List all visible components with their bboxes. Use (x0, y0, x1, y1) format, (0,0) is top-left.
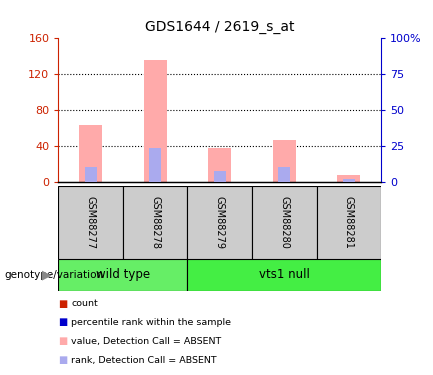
Text: GSM88279: GSM88279 (215, 196, 225, 249)
Bar (84, 166, 97, 182)
Bar (58, 259, 187, 291)
Bar (208, 148, 231, 182)
Text: GSM88277: GSM88277 (86, 196, 96, 249)
Bar (278, 166, 291, 182)
Text: ■: ■ (58, 318, 68, 327)
Bar (79, 125, 102, 182)
Text: ■: ■ (58, 299, 68, 309)
Text: GSM88278: GSM88278 (150, 196, 160, 249)
Bar (252, 186, 317, 259)
Bar (337, 175, 360, 182)
Bar (273, 140, 296, 182)
Text: value, Detection Call = ABSENT: value, Detection Call = ABSENT (71, 337, 222, 346)
Bar (317, 186, 381, 259)
Text: GSM88280: GSM88280 (279, 196, 289, 249)
Bar (144, 60, 167, 182)
Bar (213, 171, 226, 182)
Text: rank, Detection Call = ABSENT: rank, Detection Call = ABSENT (71, 356, 217, 364)
Text: GSM88281: GSM88281 (344, 196, 354, 249)
Title: GDS1644 / 2619_s_at: GDS1644 / 2619_s_at (145, 20, 294, 34)
Bar (187, 259, 381, 291)
Text: genotype/variation: genotype/variation (4, 270, 103, 280)
Bar (343, 179, 355, 182)
Text: ■: ■ (58, 336, 68, 346)
Text: vts1 null: vts1 null (259, 268, 310, 281)
Text: count: count (71, 299, 98, 308)
Text: ■: ■ (58, 355, 68, 365)
Bar (149, 148, 162, 182)
Text: percentile rank within the sample: percentile rank within the sample (71, 318, 232, 327)
Bar (187, 186, 252, 259)
Bar (58, 186, 123, 259)
Bar (123, 186, 187, 259)
Text: wild type: wild type (96, 268, 150, 281)
Text: ▶: ▶ (42, 268, 52, 281)
